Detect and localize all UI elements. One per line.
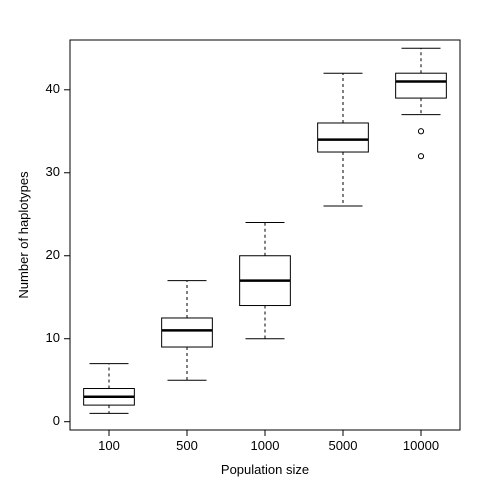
y-axis-ticks: 0 10 20 30 40 (46, 81, 70, 428)
svg-text:40: 40 (46, 81, 60, 96)
svg-text:500: 500 (176, 438, 198, 453)
svg-text:10: 10 (46, 330, 60, 345)
boxplot-chart: 0 10 20 30 40 100 500 1000 5000 10000 Population… (0, 0, 500, 500)
y-axis-label: Number of haplotypes (16, 171, 31, 299)
svg-text:30: 30 (46, 164, 60, 179)
x-axis-label: Population size (221, 462, 309, 477)
svg-text:1000: 1000 (251, 438, 280, 453)
svg-text:20: 20 (46, 247, 60, 262)
svg-text:10000: 10000 (403, 438, 439, 453)
boxplot-boxes (84, 48, 447, 413)
svg-text:100: 100 (98, 438, 120, 453)
svg-text:0: 0 (53, 413, 60, 428)
x-axis-ticks: 100 500 1000 5000 10000 (98, 430, 439, 453)
svg-text:5000: 5000 (329, 438, 358, 453)
